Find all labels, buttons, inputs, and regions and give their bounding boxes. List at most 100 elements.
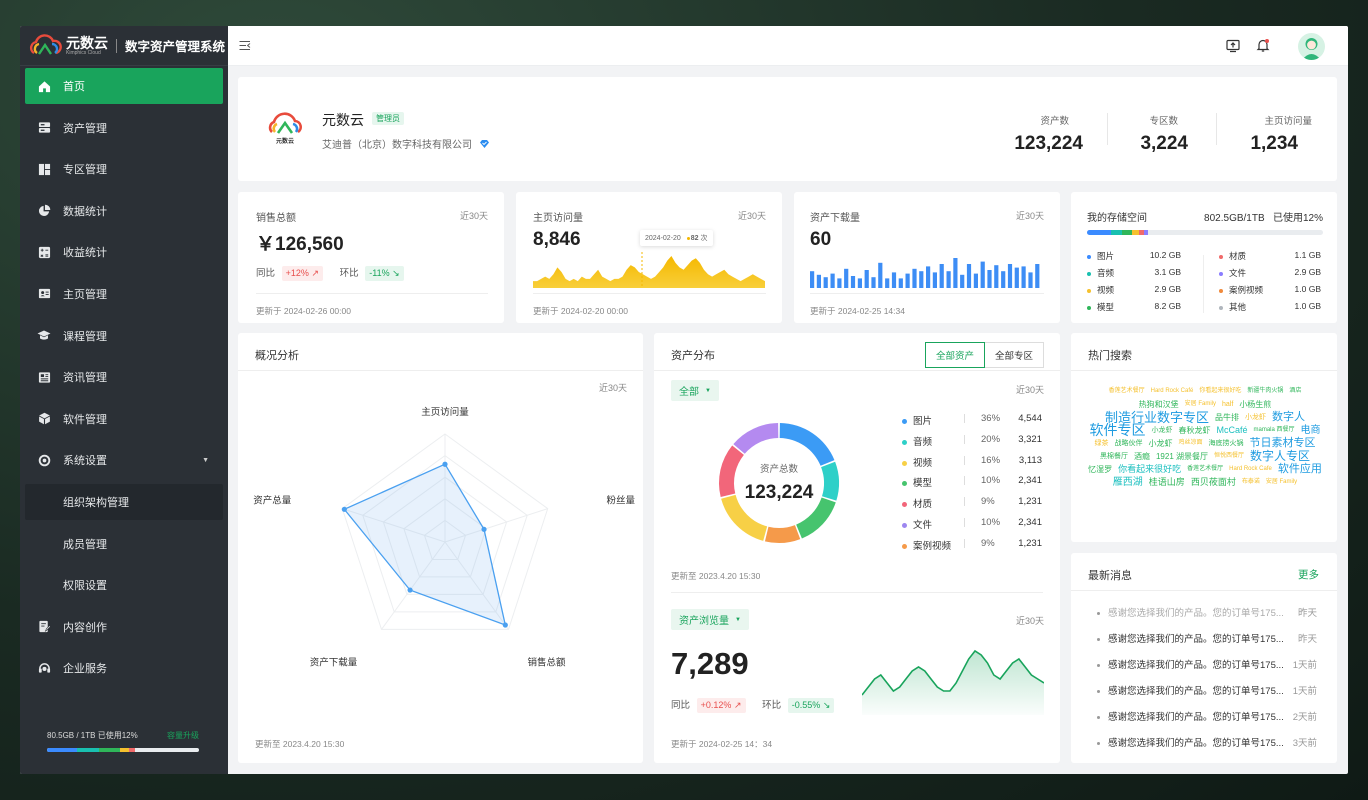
distribution-legend-item[interactable]: 视频 16% 3,113 <box>902 455 1042 469</box>
sidebar-item-label: 成员管理 <box>63 538 107 551</box>
sidebar-item-revenue[interactable]: 收益统计 <box>25 234 223 270</box>
screen-upload-icon[interactable] <box>1226 39 1240 53</box>
hot-search-word[interactable]: 数字人 <box>1272 411 1305 423</box>
storage-item: 其他 1.0 GB <box>1219 301 1321 313</box>
browse-metric-select[interactable]: 资产浏览量 ▼ <box>671 609 749 630</box>
hot-search-word[interactable]: 小龙虾 <box>1245 414 1266 421</box>
hot-search-word[interactable]: 电商 <box>1300 425 1321 436</box>
distribution-legend-item[interactable]: 图片 36% 4,544 <box>902 413 1042 427</box>
kpi-title: 主页访问量 <box>533 213 583 224</box>
hot-search-word[interactable]: 忆湿罗 <box>1088 465 1113 474</box>
sidebar-subitem-members[interactable]: 成员管理 <box>25 526 223 562</box>
hot-search-word[interactable]: 黑棉餐厅 <box>1099 453 1128 460</box>
hot-search-word[interactable]: 香莲艺术餐厅 <box>1108 388 1145 394</box>
distribution-legend-item[interactable]: 文件 10% 2,341 <box>902 517 1042 531</box>
asset-donut-chart[interactable] <box>709 413 849 553</box>
sidebar-subitem-org-structure[interactable]: 组织架构管理 <box>25 483 223 520</box>
distribution-legend-item[interactable]: 音频 20% 3,321 <box>902 434 1042 448</box>
hot-search-word[interactable]: 节日素材专区 <box>1249 437 1316 449</box>
hot-search-word[interactable]: 你看起来很好吃 <box>1118 464 1182 474</box>
hot-search-word[interactable]: 香莲艺术餐厅 <box>1187 466 1224 472</box>
download-bar <box>891 272 897 288</box>
sidebar-item-news[interactable]: 资讯管理 <box>25 359 223 395</box>
sidebar-item-settings[interactable]: 系统设置 ▼ <box>25 442 223 478</box>
sidebar-item-assets[interactable]: 资产管理 <box>25 110 223 146</box>
hot-search-word[interactable]: 海底捞火锅 <box>1208 440 1244 447</box>
sidebar-item-courses[interactable]: 课程管理 <box>25 318 223 354</box>
hot-search-word[interactable]: half <box>1222 401 1234 408</box>
hot-search-word[interactable]: 战略伙伴 <box>1114 440 1143 447</box>
hot-search-word[interactable]: 软件专区 <box>1089 422 1146 438</box>
hot-search-word[interactable]: McCafé <box>1216 425 1248 435</box>
hot-search-word[interactable]: 数字人专区 <box>1250 449 1311 463</box>
hot-search-word[interactable]: 新疆牛肉火锅 <box>1247 388 1284 394</box>
download-bar <box>816 274 821 288</box>
sidebar-item-home[interactable]: 首页 <box>25 68 223 104</box>
hot-search-word[interactable]: Hard Rock Cafe <box>1229 466 1272 472</box>
hot-search-word[interactable]: 恒悦西餐厅 <box>1214 453 1245 459</box>
hot-search-word[interactable]: 1921 湖景餐厅 <box>1155 452 1208 461</box>
hot-search-word[interactable]: 桂语山房 <box>1148 477 1185 487</box>
download-bar <box>850 276 856 288</box>
news-item[interactable]: 感谢您选择我们的产品。您的订单号175... 1天前 <box>1097 683 1317 697</box>
sidebar-item-content-creation[interactable]: 内容创作 <box>25 609 223 645</box>
tab-all-assets[interactable]: 全部资产 <box>924 342 985 368</box>
hot-search-word[interactable]: 小杨生煎 <box>1239 400 1272 409</box>
hot-search-word[interactable]: 你看起来很好吃 <box>1199 388 1242 394</box>
hot-search-word[interactable]: 鸡丝凉面 <box>1178 440 1203 446</box>
menu-collapse-icon[interactable] <box>239 40 251 51</box>
upgrade-capacity-link[interactable]: 容量升级 <box>167 731 199 740</box>
hot-search-word[interactable]: 布泰诺 <box>1241 479 1260 485</box>
asset-type-select[interactable]: 全部 ▼ <box>671 380 719 401</box>
hot-search-word[interactable]: 春秋龙虾 <box>1178 426 1211 435</box>
distribution-legend-item[interactable]: 模型 10% 2,341 <box>902 475 1042 489</box>
sidebar-item-enterprise-service[interactable]: 企业服务 <box>25 650 223 686</box>
hot-search-word[interactable]: 热狗和汉堡 <box>1138 400 1179 409</box>
browse-line-chart[interactable] <box>862 643 1044 715</box>
user-avatar[interactable] <box>1298 33 1325 60</box>
donut-center: 资产总数 123,224 <box>744 464 814 503</box>
hot-search-word[interactable]: 小龙虾 <box>1151 427 1173 434</box>
news-more-link[interactable]: 更多 <box>1298 569 1319 581</box>
hot-search-word[interactable]: 制造行业数字专区 <box>1104 410 1209 425</box>
downloads-bar-chart[interactable] <box>810 258 1042 288</box>
hot-search-word[interactable]: 绿茶 <box>1094 440 1109 447</box>
kpi-period: 近30天 <box>1015 211 1044 221</box>
notification-bell-icon[interactable] <box>1256 38 1270 53</box>
card-title: 概况分析 <box>255 350 299 362</box>
hot-search-word[interactable]: 安居 Family <box>1265 479 1298 485</box>
hot-search-word[interactable]: 雁西湖 <box>1112 477 1143 488</box>
news-item[interactable]: 感谢您选择我们的产品。您的订单号175... 3天前 <box>1097 735 1317 749</box>
news-item[interactable]: 感谢您选择我们的产品。您的订单号175... 昨天 <box>1097 605 1317 619</box>
logo[interactable]: 元数云 Kimphics Cloud 数字资产管理系统 <box>20 26 228 66</box>
sidebar-item-statistics[interactable]: 数据统计 <box>25 193 223 229</box>
distribution-legend-item[interactable]: 案例视频 9% 1,231 <box>902 538 1042 552</box>
hot-search-word[interactable]: 酒瘾 <box>1133 452 1150 461</box>
hot-search-word[interactable]: 酒店 <box>1289 388 1302 394</box>
hot-search-word[interactable]: 西贝莜面村 <box>1190 477 1236 487</box>
hot-search-word[interactable]: 安居 Family <box>1184 401 1217 407</box>
hot-search-word[interactable]: mamala 西餐厅 <box>1253 427 1295 433</box>
sidebar-item-zones[interactable]: 专区管理 <box>25 151 223 187</box>
tab-all-zones[interactable]: 全部专区 <box>984 342 1044 368</box>
download-bar <box>1035 264 1040 288</box>
news-item[interactable]: 感谢您选择我们的产品。您的订单号175... 昨天 <box>1097 631 1317 645</box>
hot-search-word[interactable]: 品牛排 <box>1215 413 1239 422</box>
news-item[interactable]: 感谢您选择我们的产品。您的订单号175... 2天前 <box>1097 709 1317 723</box>
sidebar-item-software[interactable]: 软件管理 <box>25 401 223 437</box>
visits-area-chart[interactable] <box>533 252 765 288</box>
hot-search-word[interactable]: Hard Rock Café <box>1150 388 1194 394</box>
hot-search-word[interactable]: 小龙虾 <box>1148 439 1173 448</box>
settings-icon <box>37 453 51 467</box>
hot-search-word[interactable]: 软件应用 <box>1277 463 1322 475</box>
sidebar-subitem-permissions[interactable]: 权限设置 <box>25 567 223 603</box>
download-bar <box>987 270 992 288</box>
bullet-icon <box>1097 663 1100 667</box>
sidebar-item-homepage[interactable]: 主页管理 <box>25 276 223 312</box>
distribution-legend-item[interactable]: 材质 9% 1,231 <box>902 496 1042 510</box>
download-bar <box>946 271 951 288</box>
radar-axis <box>444 541 509 630</box>
news-item[interactable]: 感谢您选择我们的产品。您的订单号175... 1天前 <box>1097 657 1317 671</box>
radar-grid <box>341 433 549 630</box>
